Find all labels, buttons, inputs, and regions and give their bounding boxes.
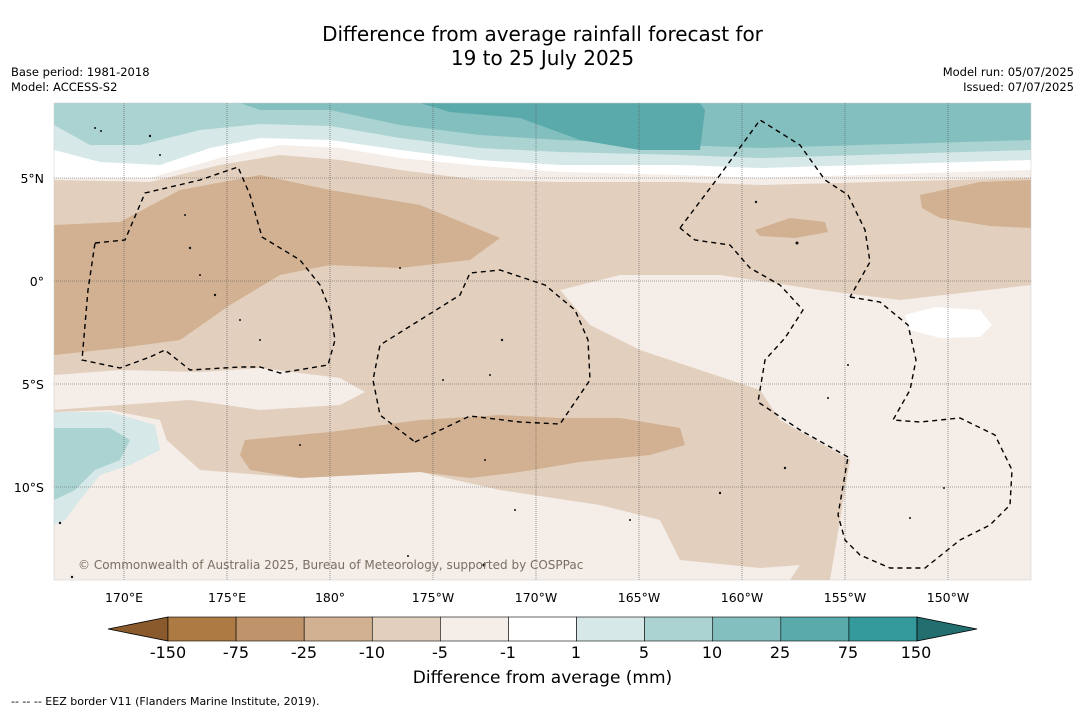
legend-tick-5: -5 [432, 643, 448, 662]
legend-box-11 [848, 616, 918, 642]
legend-box-3 [303, 616, 373, 642]
lon-label-165w: 165°W [617, 590, 661, 605]
legend-tick-11: 75 [837, 643, 859, 662]
legend-box-5 [440, 616, 509, 642]
map-title-line1: Difference from average rainfall forecas… [322, 22, 763, 46]
copyright-credit: © Commonwealth of Australia 2025, Bureau… [78, 558, 584, 572]
legend-box-4 [371, 616, 441, 642]
legend-tick-8: 5 [638, 643, 650, 662]
lon-label-170w: 170°W [514, 590, 558, 605]
rainfall-anomaly-field [54, 103, 1031, 580]
map-title-line2: 19 to 25 July 2025 [450, 46, 635, 70]
legend-tick-4: -10 [358, 643, 386, 662]
field-light-southeast [560, 275, 1031, 580]
info-right: Model run: 05/07/2025 Issued: 07/07/2025 [943, 65, 1074, 95]
base-period: Base period: 1981-2018 [11, 65, 150, 79]
model-run: Model run: 05/07/2025 [942, 65, 1074, 79]
legend-box-9 [712, 616, 782, 642]
legend-tick-2: -75 [222, 643, 250, 662]
lon-label-160w: 160°W [720, 590, 764, 605]
islands [58, 127, 945, 579]
field-light-south [54, 425, 800, 580]
graticule [54, 103, 1031, 580]
field-white-blob [905, 307, 992, 338]
lat-label-10s: 10°S [13, 480, 44, 495]
lon-label-150w: 150°W [926, 590, 970, 605]
field-brown-west [54, 175, 500, 355]
legend-tick-3: -25 [290, 643, 318, 662]
legend-box-1 [167, 616, 237, 642]
legend-arrow-low [107, 616, 169, 642]
legend-tick-12: 150 [900, 643, 932, 662]
eez-borders [81, 119, 1013, 569]
legend-box-2 [235, 616, 305, 642]
legend-tick-7: 1 [570, 643, 582, 662]
legend-box-6 [508, 616, 577, 642]
lat-label-5s: 5°S [21, 377, 44, 392]
legend-tick-10: 25 [769, 643, 791, 662]
lat-label-0: 0° [29, 274, 44, 289]
lon-label-180: 180° [314, 590, 346, 605]
lon-label-170e: 170°E [104, 590, 143, 605]
lon-label-155w: 155°W [823, 590, 867, 605]
legend-arrow-high [916, 616, 978, 642]
legend-box-10 [780, 616, 850, 642]
lat-label-5n: 5°N [20, 171, 44, 186]
eez-footnote: -- -- -- EEZ border V11 (Flanders Marine… [11, 695, 320, 708]
field-north-75 [420, 103, 705, 150]
legend-tick-1: -150 [149, 643, 187, 662]
legend-tick-6: -1 [500, 643, 516, 662]
field-brown-small [755, 218, 828, 238]
field-light-mid [54, 368, 365, 410]
model-name: Model: ACCESS-S2 [11, 80, 118, 94]
field-brown-south [240, 415, 685, 478]
issued-date: Issued: 07/07/2025 [963, 80, 1074, 94]
legend-box-8 [644, 616, 714, 642]
legend-tick-9: 10 [701, 643, 723, 662]
legend-box-7 [576, 616, 645, 642]
info-left: Base period: 1981-2018 Model: ACCESS-S2 [11, 65, 150, 95]
legend-boxes [167, 616, 918, 642]
lon-label-175e: 175°E [207, 590, 246, 605]
map-frame [53, 102, 1032, 581]
field-sw-10 [54, 428, 130, 500]
legend-title: Difference from average (mm) [412, 668, 673, 688]
lon-label-175w: 175°W [411, 590, 455, 605]
